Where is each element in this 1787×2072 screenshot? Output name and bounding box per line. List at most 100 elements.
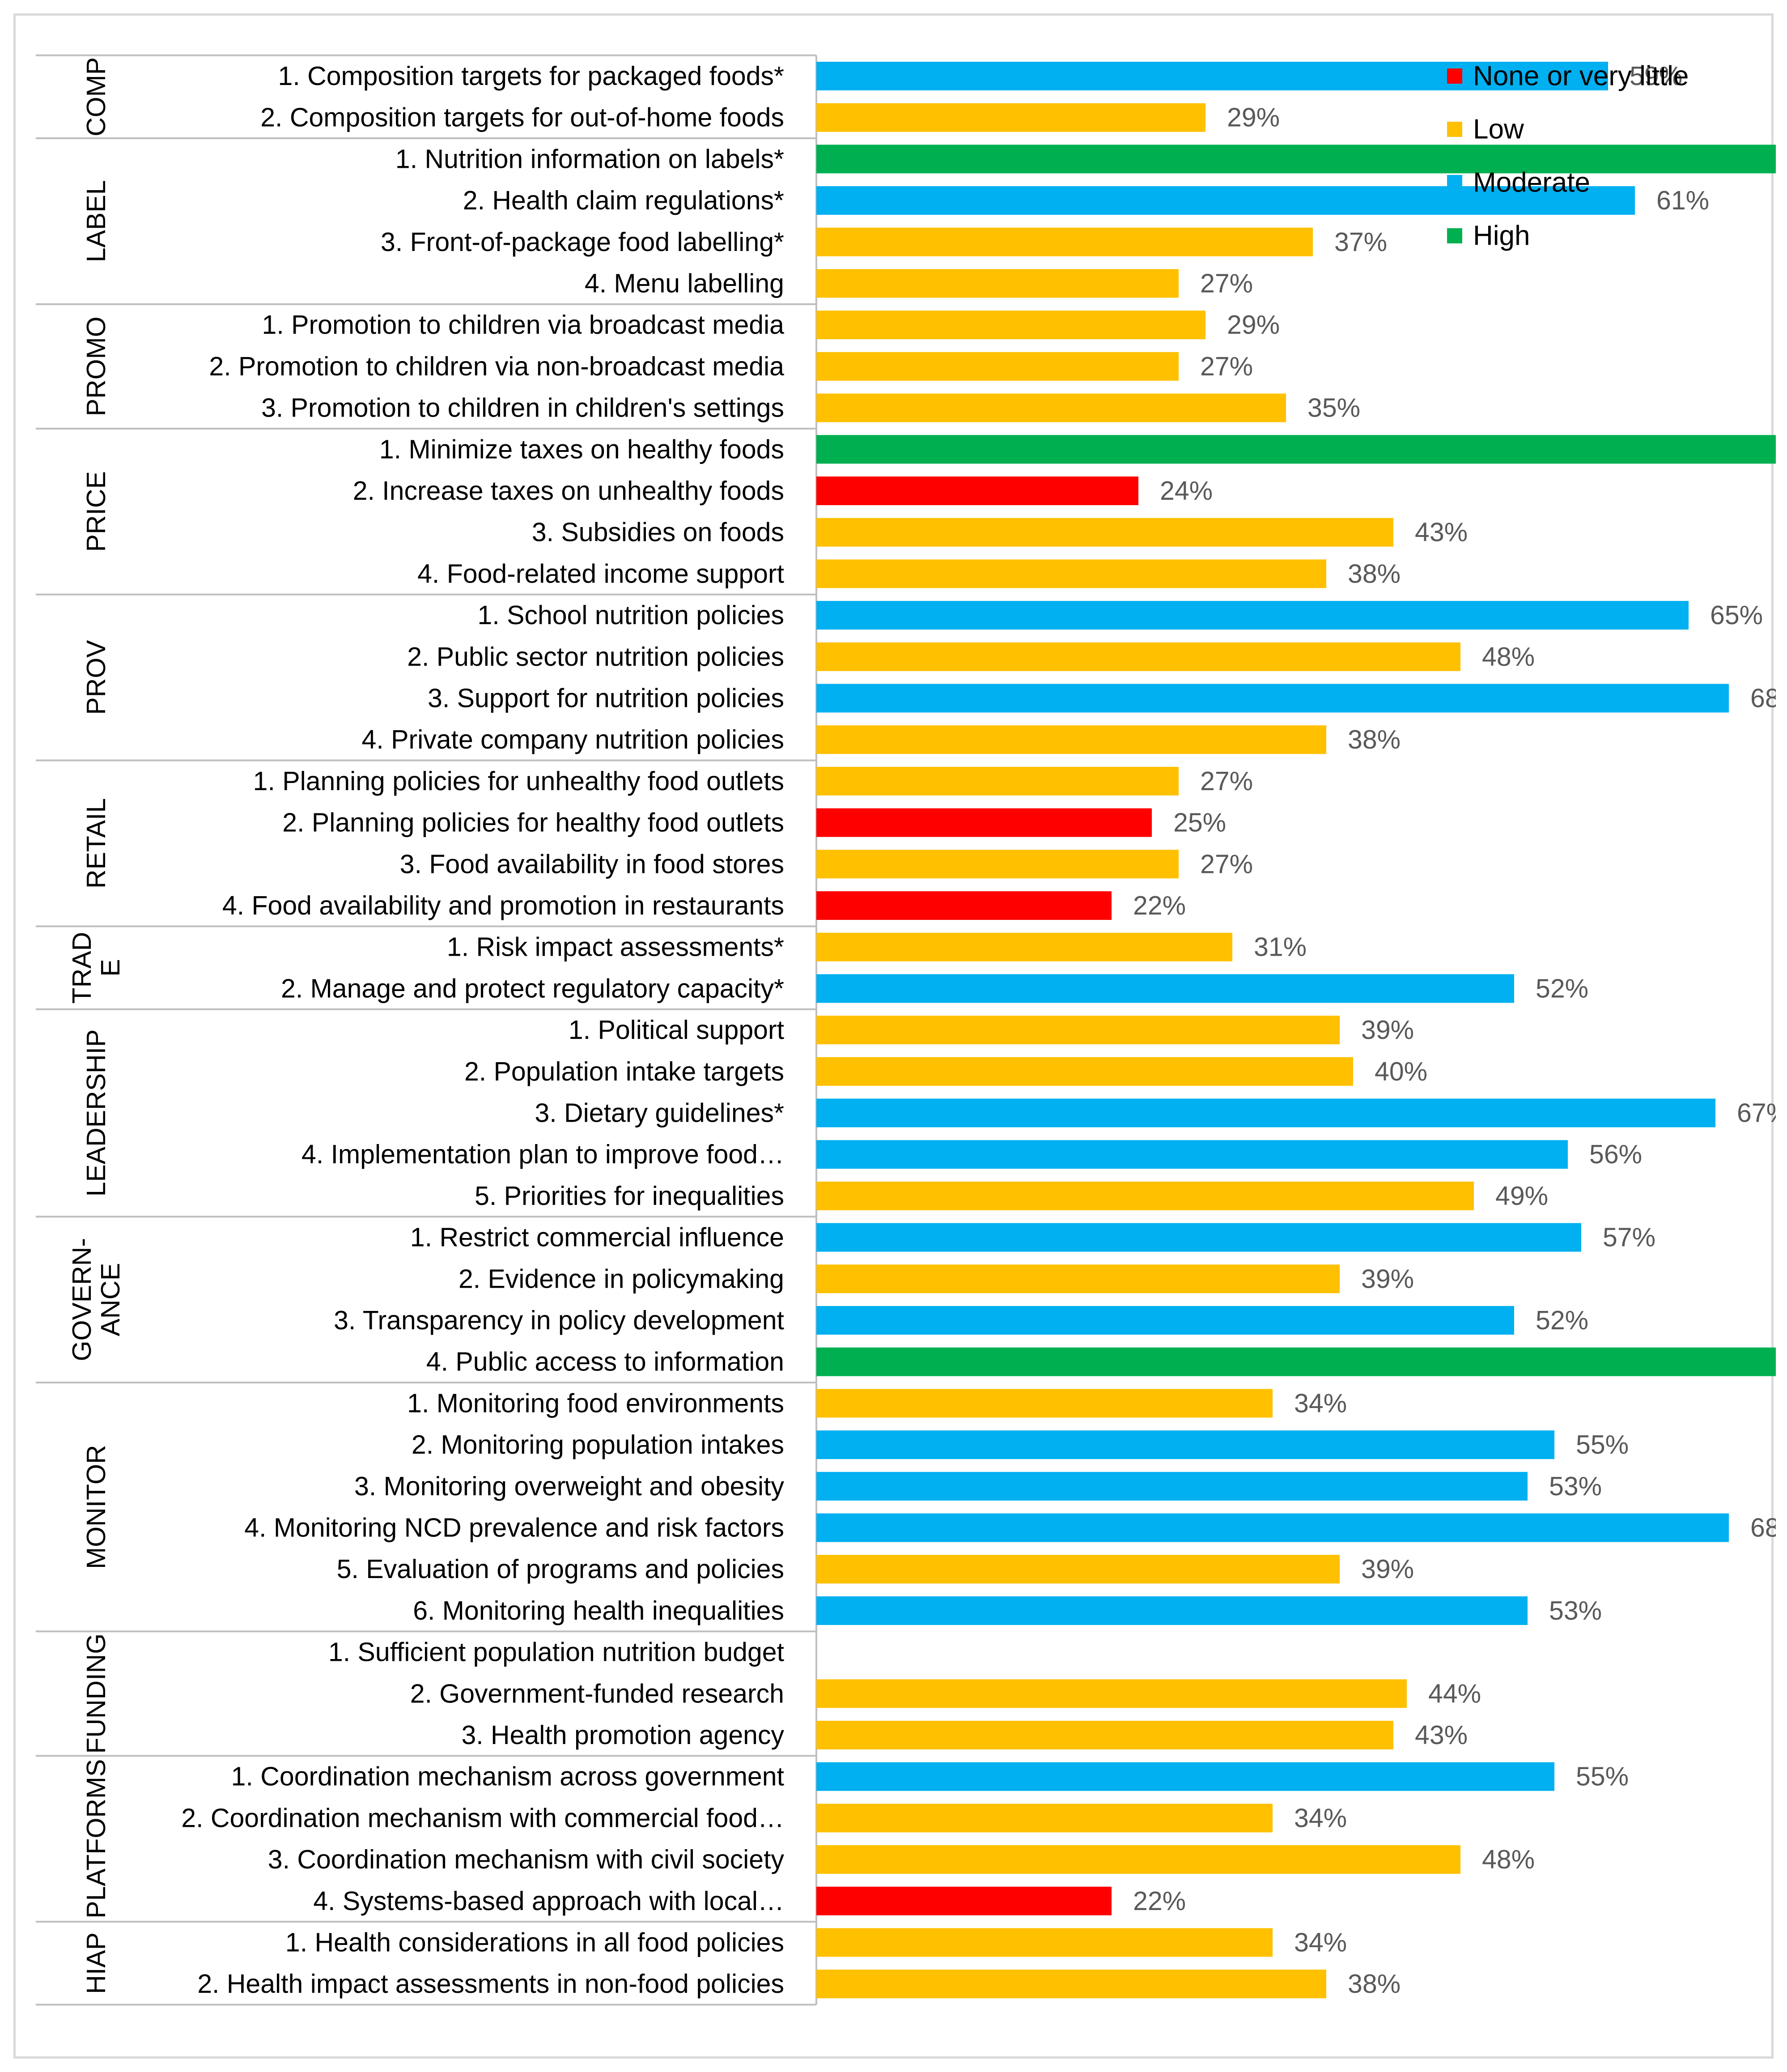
group-label: PLATFORMS — [81, 1759, 111, 1919]
value-label: 27% — [1200, 352, 1253, 381]
value-label: 68% — [1750, 684, 1776, 713]
value-label: 24% — [1160, 476, 1213, 506]
bar — [816, 1430, 1554, 1459]
bar — [816, 227, 1313, 256]
value-label: 43% — [1415, 518, 1468, 547]
group-label: MONITOR — [81, 1445, 111, 1569]
bar — [816, 808, 1152, 837]
bar — [816, 62, 1608, 90]
category-label: 2. Coordination mechanism with commercia… — [181, 1803, 784, 1833]
group-label: GOVERN-ANCE — [67, 1238, 125, 1361]
bar — [816, 1970, 1326, 1999]
value-label: 56% — [1589, 1140, 1642, 1169]
group-label: RETAIL — [81, 798, 111, 889]
group-label: LABEL — [81, 180, 111, 263]
bar — [816, 1886, 1112, 1915]
bar — [816, 518, 1393, 547]
value-label: 48% — [1482, 1845, 1535, 1874]
value-label: 34% — [1294, 1928, 1347, 1957]
value-label: 55% — [1576, 1430, 1629, 1459]
bar — [816, 1306, 1514, 1335]
category-label: 4. Monitoring NCD prevalence and risk fa… — [244, 1513, 784, 1543]
bar — [816, 1555, 1340, 1584]
bar — [816, 103, 1205, 132]
category-label: 1. Nutrition information on labels* — [395, 144, 784, 174]
category-label: 1. Monitoring food environments — [407, 1388, 784, 1418]
category-label: 2. Composition targets for out-of-home f… — [260, 103, 784, 132]
legend-swatch — [1447, 175, 1462, 190]
value-label: 27% — [1200, 849, 1253, 879]
category-label: 3. Transparency in policy development — [334, 1306, 784, 1335]
legend-swatch — [1447, 228, 1462, 243]
bar — [816, 1721, 1393, 1749]
category-label: 1. Promotion to children via broadcast m… — [262, 310, 785, 340]
group-label: FUNDING — [81, 1634, 111, 1754]
bar — [816, 1472, 1528, 1501]
group-label: PROV — [81, 640, 111, 715]
value-label: 53% — [1549, 1472, 1602, 1501]
value-label: 27% — [1200, 766, 1253, 796]
value-label: 39% — [1361, 1015, 1414, 1045]
value-label: 34% — [1294, 1803, 1347, 1833]
value-label: 35% — [1307, 393, 1360, 423]
value-label: 43% — [1415, 1720, 1468, 1750]
group-label: PROMO — [81, 316, 111, 416]
bar — [816, 1347, 1776, 1376]
value-label: 48% — [1482, 642, 1535, 672]
bar — [816, 477, 1138, 505]
value-label: 57% — [1603, 1223, 1655, 1252]
value-label: 29% — [1227, 103, 1280, 132]
category-label: 1. Risk impact assessments* — [447, 932, 784, 962]
bar — [816, 766, 1179, 796]
chart-svg: 1. Composition targets for packaged food… — [36, 54, 1776, 2006]
bar — [816, 1513, 1729, 1542]
value-label: 31% — [1254, 932, 1307, 962]
category-label: 1. Minimize taxes on healthy foods — [379, 434, 784, 464]
group-label: COMP — [81, 57, 111, 136]
bar — [816, 1223, 1581, 1252]
category-label: 5. Priorities for inequalities — [475, 1181, 784, 1211]
bar — [816, 1098, 1715, 1127]
value-label: 37% — [1334, 227, 1387, 257]
category-label: 4. Systems-based approach with local… — [313, 1886, 784, 1916]
value-label: 22% — [1133, 891, 1186, 920]
bar — [816, 311, 1205, 340]
bar — [816, 891, 1112, 920]
category-label: 1. Political support — [569, 1015, 784, 1045]
bar — [816, 1016, 1340, 1045]
value-label: 61% — [1656, 186, 1709, 215]
bar — [816, 1264, 1340, 1293]
category-label: 4. Private company nutrition policies — [362, 725, 784, 754]
category-label: 5. Evaluation of programs and policies — [337, 1554, 784, 1584]
value-label: 29% — [1227, 310, 1280, 340]
value-label: 59% — [1630, 61, 1682, 91]
bar — [816, 725, 1326, 754]
group-label: PRICE — [81, 471, 111, 552]
category-label: 2. Monitoring population intakes — [412, 1430, 784, 1459]
category-label: 3. Health promotion agency — [461, 1720, 784, 1750]
bar — [816, 932, 1232, 962]
category-label: 4. Food-related income support — [417, 559, 784, 588]
legend-swatch — [1447, 122, 1462, 137]
category-label: 3. Food availability in food stores — [400, 849, 784, 879]
bar — [816, 1596, 1528, 1625]
group-label: HIAP — [81, 1932, 111, 1994]
category-label: 3. Front-of-package food labelling* — [381, 227, 784, 257]
value-label: 39% — [1361, 1264, 1414, 1293]
bar — [816, 1140, 1568, 1169]
value-label: 67% — [1737, 1098, 1776, 1128]
category-label: 1. Composition targets for packaged food… — [278, 61, 785, 91]
category-label: 1. Sufficient population nutrition budge… — [328, 1638, 784, 1667]
value-label: 52% — [1536, 974, 1588, 1003]
category-label: 1. Coordination mechanism across governm… — [231, 1762, 784, 1791]
value-label: 38% — [1348, 1969, 1401, 1999]
category-label: 2. Public sector nutrition policies — [407, 642, 784, 672]
bar — [816, 186, 1635, 215]
legend-label: None or very little — [1473, 61, 1689, 92]
bar — [816, 269, 1179, 298]
category-label: 3. Dietary guidelines* — [535, 1098, 784, 1128]
value-label: 53% — [1549, 1596, 1602, 1625]
category-label: 1. Restrict commercial influence — [410, 1223, 784, 1252]
value-label: 27% — [1200, 269, 1253, 298]
group-label: LEADERSHIP — [81, 1030, 111, 1197]
